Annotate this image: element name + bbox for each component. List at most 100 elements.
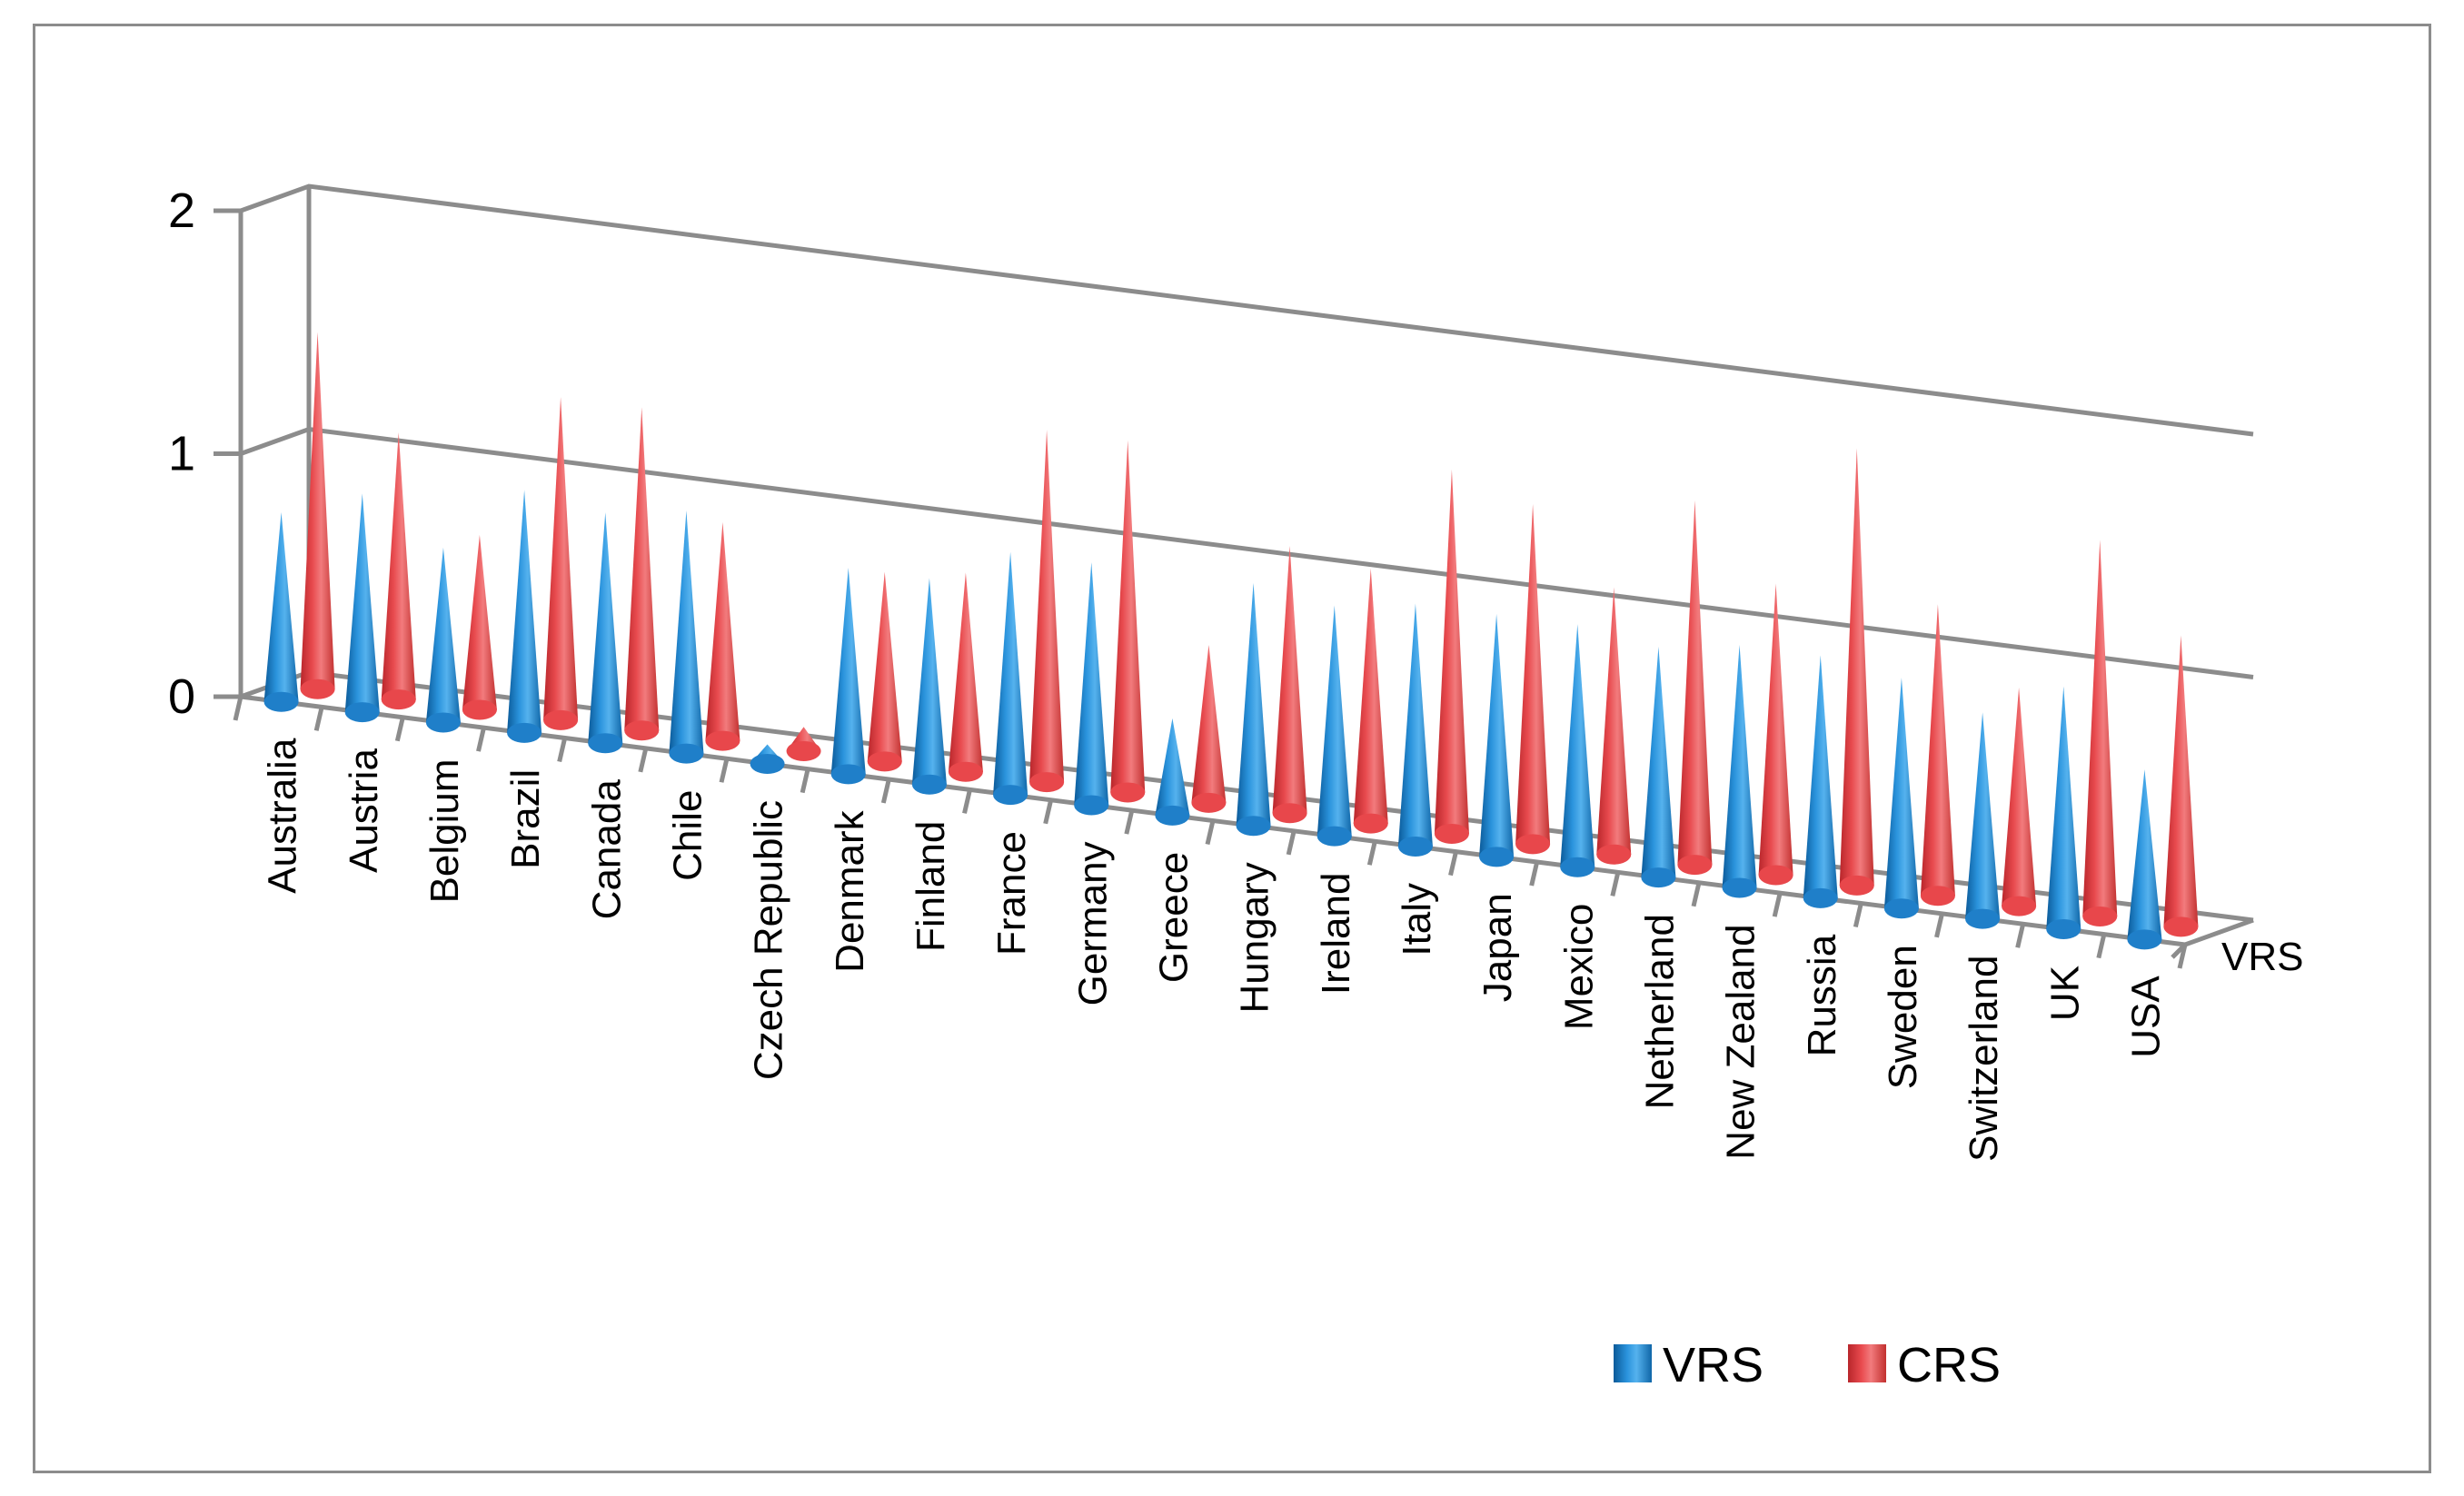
x-tick-mark [1853,902,1863,928]
cone-vrs-uk [2046,686,2081,939]
cone-crs-brazil [543,397,579,730]
x-tick-mark [1934,913,1944,938]
cone-base [1434,823,1469,844]
cone-crs-denmark [867,571,902,772]
cone-base [462,699,497,720]
cone-body [1110,440,1146,793]
cone-body [1883,678,1919,909]
x-tick-label: Austria [342,748,386,873]
chart-frame [33,24,2431,1473]
cone-body [1641,646,1676,878]
cone-body [1029,430,1065,783]
x-tick-label: UK [2042,966,2087,1021]
x-tick-label: Finland [909,821,953,952]
cone-crs-russia [1839,448,1874,896]
x-tick-mark [394,717,405,742]
cone-vrs-greece [1155,718,1190,826]
cone-body [1965,712,2001,919]
cone-base [1353,813,1388,834]
x-tick-mark [476,727,486,752]
cone-body [344,493,380,713]
cone-body [1316,605,1352,837]
cone-crs-finland [948,572,983,782]
cone-base [1029,772,1065,793]
x-tick-label: Germany [1070,841,1115,1006]
cone-crs-hungary [1272,545,1307,824]
cone-vrs-finland [911,578,947,795]
cone-crs-austria [381,431,416,710]
cone-base [624,720,660,741]
cone-vrs-australia [263,512,299,712]
x-tick-mark [719,758,730,783]
cone-base [948,761,983,782]
cone-base [1803,887,1838,908]
cone-body [425,547,461,723]
x-tick-label: Denmark [828,809,872,972]
cone-crs-belgium [462,534,497,720]
cone-vrs-ireland [1316,605,1352,847]
cone-body [911,578,947,785]
cone-vrs-brazil [507,490,542,743]
x-tick-label: Brazil [503,769,548,869]
y-tick-label: 2 [168,183,195,238]
cone-vrs-netherland [1641,646,1676,888]
x-tick-label: Sweden [1881,945,1925,1089]
cone-base [669,743,704,764]
cone-base [1272,803,1307,824]
x-tick-label: Switzerland [1962,956,2006,1162]
cone-base [381,689,416,710]
cone-base [1560,857,1595,877]
cone-body [300,332,335,689]
cone-body [2082,540,2118,916]
cone-base [1074,795,1109,816]
y-tick-label: 0 [168,669,195,724]
cone-base [1596,844,1632,865]
cone-base [588,733,623,754]
cone-vrs-austria [344,493,380,723]
cone-body [1722,644,1757,888]
cone-body [1236,582,1271,827]
cone-base [993,785,1028,806]
cone-vrs-canada [588,512,623,754]
cone-body [1272,545,1307,814]
x-tick-label: Canada [584,779,629,920]
legend-label-crs: CRS [1897,1338,2001,1392]
cone-base [344,702,380,723]
x-tick-mark [1286,830,1297,856]
x-tick-mark [313,706,324,731]
cone-crs-uk [2082,540,2118,926]
x-tick-label: Japan [1475,893,1520,1002]
legend: VRS CRS [1614,1338,2001,1392]
gridline [240,183,2254,437]
cone-base [1839,875,1874,896]
cone-vrs-italy [1397,603,1433,857]
x-tick-mark [1691,882,1702,907]
cone-base [425,712,461,733]
x-tick-mark [1366,840,1377,866]
cone-body [669,510,704,754]
cone-body [1920,604,1955,897]
cone-body [2163,635,2199,927]
cone-body [1353,568,1388,824]
x-tick-label: Hungary [1233,862,1277,1013]
cone-base [830,764,866,785]
cone-base [1479,847,1515,867]
x-tick-mark [557,737,568,763]
cone-body [1596,587,1632,855]
x-tick-mark [1205,819,1216,846]
cone-vrs-czech-republic [750,744,785,774]
x-tick-mark [962,788,972,814]
cone-vrs-chile [669,510,704,764]
x-tick-label: Netherland [1637,914,1682,1109]
cone-vrs-new-zealand [1722,644,1757,898]
x-tick-label: Belgium [422,758,467,903]
cone-body [1803,655,1838,898]
cone-body [462,534,497,710]
cone-body [1479,613,1515,857]
cone-crs-canada [624,407,660,741]
cone-crs-italy [1434,469,1469,844]
cone-body [993,551,1028,796]
cone-base [867,751,902,772]
x-tick-label: Australia [261,738,305,894]
cone-vrs-mexico [1560,624,1595,877]
